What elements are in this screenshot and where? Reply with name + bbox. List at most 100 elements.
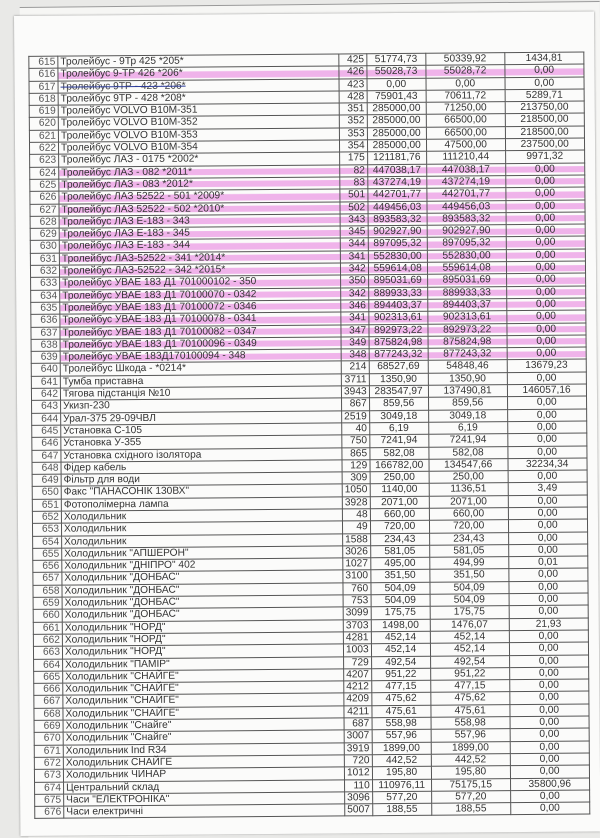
depreciation: 577,20 xyxy=(431,790,511,804)
initial-cost-text: 720,00 xyxy=(384,521,416,533)
initial-cost: 720,00 xyxy=(370,520,430,534)
item-name-text: Укизп-230 xyxy=(63,400,110,412)
depreciation: 477,15 xyxy=(430,679,510,693)
inventory-number: 214 xyxy=(341,361,369,374)
asset-table: 615 Тролейбус - 9Тр 425 *205* 425 51774,73 5… xyxy=(28,52,590,820)
depreciation-text: 895031,69 xyxy=(442,274,491,286)
initial-cost-text: 3049,18 xyxy=(380,410,418,422)
inventory-number: 3703 xyxy=(343,619,372,632)
depreciation: 892973,22 xyxy=(427,323,507,337)
initial-cost: 68527,69 xyxy=(368,360,428,374)
initial-cost-text: 68527,69 xyxy=(377,361,420,373)
inventory-number-text: 348 xyxy=(349,349,367,361)
item-name-text: Тролейбус ЛАЗ - 083 *2012* xyxy=(61,178,193,191)
residual-value: 0,00 xyxy=(505,211,585,225)
initial-cost: 660,00 xyxy=(370,508,430,521)
residual-value-text: 21,93 xyxy=(535,618,562,630)
row-number: 622 xyxy=(29,142,59,155)
item-name-text: Тролейбус VOLVO B10M-351 xyxy=(60,104,198,117)
inventory-number-text: 49 xyxy=(356,521,368,533)
row-number-text: 623 xyxy=(39,155,57,167)
depreciation: 71250,00 xyxy=(425,101,505,115)
initial-cost-text: 285000,00 xyxy=(372,115,421,127)
row-number: 656 xyxy=(32,560,62,573)
inventory-number: 3943 xyxy=(341,385,370,399)
row-number-text: 661 xyxy=(42,622,60,634)
initial-cost-text: 877243,32 xyxy=(374,348,423,361)
depreciation-text: 195,80 xyxy=(454,766,487,778)
residual-value-text: 0,00 xyxy=(539,765,560,778)
depreciation-text: 475,61 xyxy=(454,705,486,717)
initial-cost-text: 558,98 xyxy=(385,717,417,730)
row-number: 671 xyxy=(34,744,64,758)
row-number-text: 669 xyxy=(43,720,61,732)
depreciation: 66500,00 xyxy=(425,114,506,128)
initial-cost: 449456,03 xyxy=(367,200,427,214)
inventory-number-text: 83 xyxy=(353,177,366,189)
row-number: 665 xyxy=(33,670,63,684)
residual-value: 0,00 xyxy=(506,285,586,299)
inventory-number-text: 354 xyxy=(347,140,365,152)
row-number-text: 641 xyxy=(40,376,58,388)
inventory-number: 83 xyxy=(339,176,368,190)
residual-value-text: 0,00 xyxy=(539,729,560,741)
inventory-number-text: 1003 xyxy=(345,644,369,656)
item-name-text: Холодильник "НОРД" xyxy=(64,621,166,634)
item-name-text: Часи "ЕЛЕКТРОНІКА" xyxy=(66,793,170,806)
residual-value-text: 0,00 xyxy=(537,532,558,544)
item-name-text: Тролейбус - 9Тр 425 *205* xyxy=(60,55,184,68)
inventory-number: 750 xyxy=(341,434,370,448)
row-number-text: 673 xyxy=(43,769,62,782)
item-name-text: Холодильник "СНАЙГЕ" xyxy=(65,682,179,695)
row-number-text: 653 xyxy=(41,523,60,536)
residual-value: 237500,00 xyxy=(505,138,585,152)
depreciation: 877243,32 xyxy=(427,347,507,361)
residual-value: 0,00 xyxy=(507,408,587,422)
initial-cost: 51774,73 xyxy=(366,53,426,67)
item-name-text: Часи електричні xyxy=(66,806,144,818)
depreciation: 1136,51 xyxy=(428,483,508,496)
residual-value-text: 0,00 xyxy=(537,433,557,446)
depreciation: 894403,37 xyxy=(427,298,507,312)
inventory-number-text: 1050 xyxy=(344,484,368,496)
item-name-text: Фідер кабель xyxy=(63,461,127,474)
initial-cost: 442,52 xyxy=(371,754,432,767)
row-number-text: 650 xyxy=(41,487,59,499)
residual-value: 0,00 xyxy=(506,261,586,274)
initial-cost-text: 234,43 xyxy=(384,533,416,545)
initial-cost-text: 1899,00 xyxy=(382,742,420,754)
inventory-number-text: 309 xyxy=(350,472,368,484)
row-number: 619 xyxy=(29,105,59,118)
residual-value-text: 0,00 xyxy=(539,704,560,716)
row-number: 620 xyxy=(29,117,59,131)
item-name-text: Тролейбус УВАЕ 183 Д1 70100070 - 0342 xyxy=(62,288,257,302)
row-number-text: 634 xyxy=(40,290,58,302)
residual-value-text: 0,00 xyxy=(536,310,556,323)
depreciation-text: 1476,07 xyxy=(451,618,488,631)
row-number: 657 xyxy=(32,572,62,586)
inventory-number-text: 346 xyxy=(348,300,367,312)
depreciation: 55028,72 xyxy=(425,64,505,78)
depreciation-text: 897095,32 xyxy=(442,237,491,250)
residual-value: 0,00 xyxy=(509,703,589,717)
residual-value: 0,00 xyxy=(506,310,586,324)
residual-value-text: 0,00 xyxy=(536,335,557,347)
residual-value-text: 1434,81 xyxy=(525,52,563,64)
residual-value: 0,00 xyxy=(504,64,584,78)
initial-cost-text: 188,55 xyxy=(386,803,418,816)
initial-cost-text: 557,96 xyxy=(385,730,417,742)
row-number: 632 xyxy=(30,265,60,278)
residual-value: 0,00 xyxy=(509,642,589,656)
inventory-number: 82 xyxy=(339,164,368,177)
residual-value-text: 0,00 xyxy=(535,237,556,249)
row-number: 615 xyxy=(28,56,58,69)
initial-cost: 1350,90 xyxy=(368,372,429,386)
item-name-text: Холодильник СНАЙГЕ xyxy=(65,756,173,769)
row-number-text: 628 xyxy=(39,216,57,228)
initial-cost-text: 166782,00 xyxy=(375,459,424,471)
item-name-text: Факс "ПАНАСОНІК 130ВХ" xyxy=(63,486,190,499)
initial-cost: 3049,18 xyxy=(369,409,429,423)
depreciation-text: 188,55 xyxy=(455,803,487,815)
depreciation: 6,19 xyxy=(428,421,508,435)
inventory-number: 502 xyxy=(339,201,368,214)
